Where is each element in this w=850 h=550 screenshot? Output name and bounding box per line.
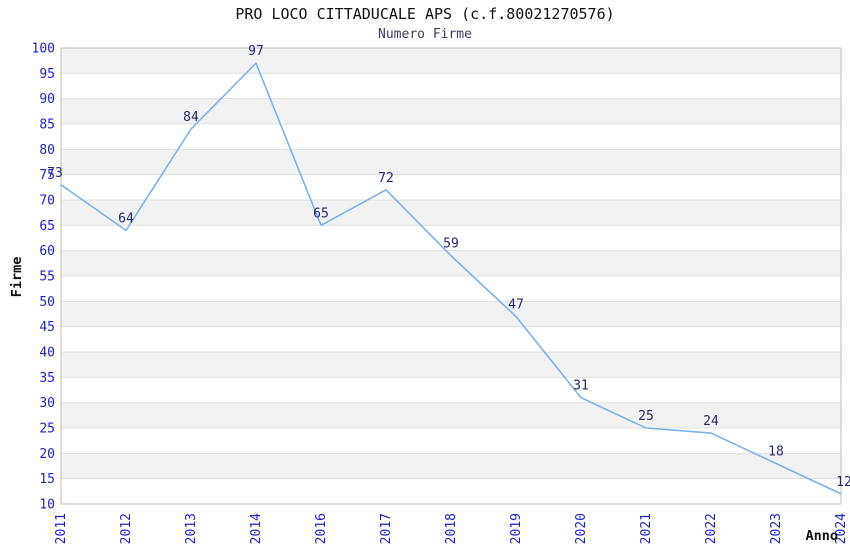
grid-band [61, 98, 841, 124]
point-label: 73 [47, 166, 63, 181]
x-tick-label: 2012 [119, 513, 134, 544]
point-label: 97 [248, 44, 264, 59]
x-tick-label: 2022 [704, 513, 719, 544]
grid-band [61, 200, 841, 226]
y-tick-label: 35 [39, 371, 55, 386]
grid-band [61, 250, 841, 276]
point-label: 64 [118, 211, 134, 226]
point-label: 31 [573, 379, 589, 394]
x-tick-label: 2021 [639, 513, 654, 544]
point-label: 59 [443, 237, 459, 252]
x-tick-label: 2018 [444, 513, 459, 544]
y-tick-label: 30 [39, 396, 55, 411]
grid-band [61, 352, 841, 378]
y-tick-label: 60 [39, 244, 55, 259]
point-label: 24 [703, 414, 719, 429]
y-axis-title: Firme [9, 257, 25, 298]
y-tick-label: 45 [39, 320, 55, 335]
chart-title: PRO LOCO CITTADUCALE APS (c.f.8002127057… [235, 5, 615, 23]
x-tick-label: 2011 [54, 513, 69, 544]
point-label: 84 [183, 110, 199, 125]
y-tick-label: 85 [39, 118, 55, 133]
grid-band [61, 402, 841, 428]
series-line [60, 62, 842, 495]
point-label: 25 [638, 409, 654, 424]
x-tick-label: 2020 [574, 513, 589, 544]
x-tick-label: 2023 [769, 513, 784, 544]
y-tick-label: 15 [39, 472, 55, 487]
y-tick-label: 90 [39, 92, 55, 107]
grid-band [61, 48, 841, 74]
y-tick-label: 40 [39, 346, 55, 361]
x-tick-label: 2016 [314, 513, 329, 544]
grid-band [61, 149, 841, 175]
x-tick-label: 2024 [834, 513, 849, 544]
y-tick-label: 25 [39, 422, 55, 437]
y-tick-label: 95 [39, 67, 55, 82]
y-tick-label: 80 [39, 143, 55, 158]
x-tick-label: 2017 [379, 513, 394, 544]
y-tick-label: 10 [39, 498, 55, 513]
point-label: 47 [508, 298, 524, 313]
y-tick-label: 75 [39, 168, 55, 183]
grid-band [61, 453, 841, 479]
y-tick-label: 70 [39, 194, 55, 209]
x-axis-title: Anno [805, 528, 838, 544]
x-tick-label: 2014 [249, 513, 264, 544]
x-tick-label: 2013 [184, 513, 199, 544]
y-tick-label: 100 [32, 42, 55, 57]
y-tick-label: 50 [39, 295, 55, 310]
chart-subtitle: Numero Firme [378, 27, 472, 42]
point-label: 65 [313, 206, 329, 221]
y-tick-label: 20 [39, 447, 55, 462]
x-tick-label: 2019 [509, 513, 524, 544]
point-label: 72 [378, 171, 394, 186]
point-label: 18 [768, 444, 784, 459]
y-tick-label: 55 [39, 270, 55, 285]
grid-band [61, 301, 841, 327]
y-tick-label: 65 [39, 219, 55, 234]
plot-border [60, 47, 842, 505]
point-label: 12 [836, 475, 850, 490]
